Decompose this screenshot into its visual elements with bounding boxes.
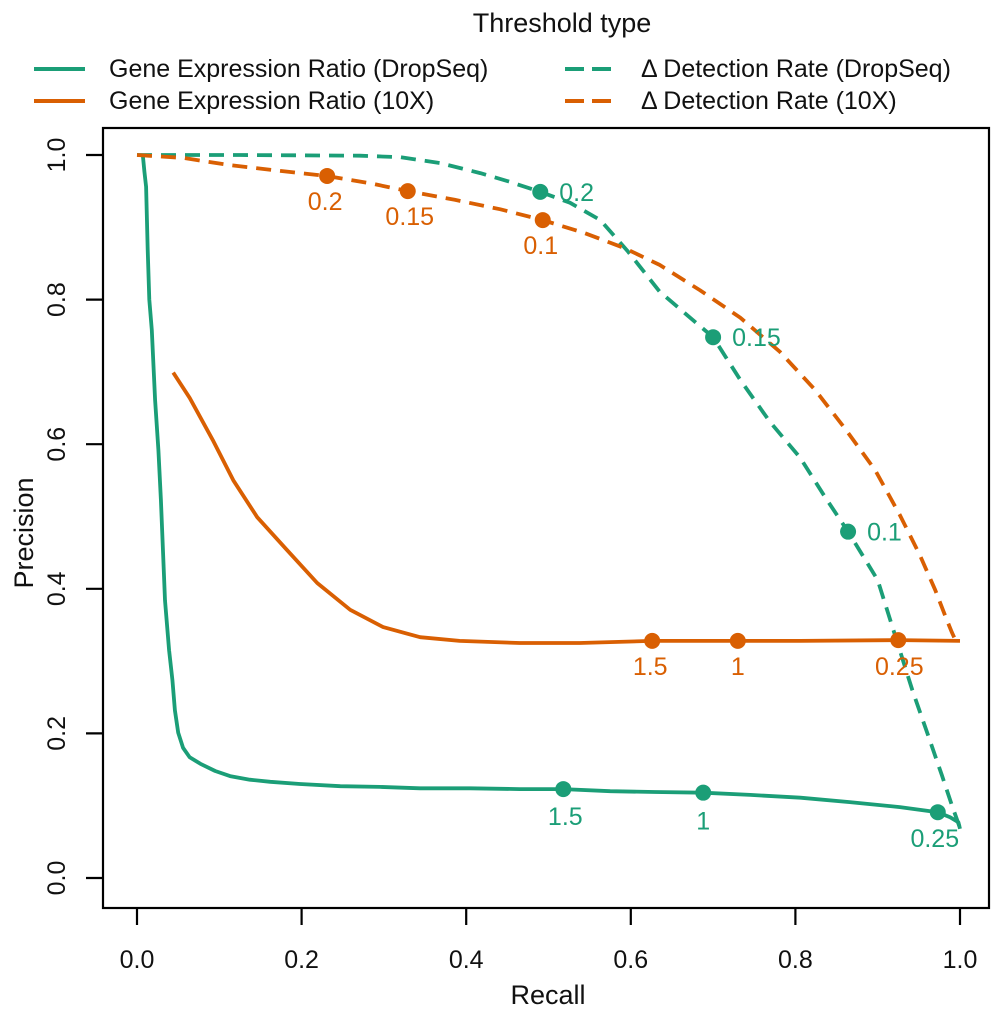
threshold-marker-label: 0.1 (523, 232, 558, 260)
series-curve-0 (140, 154, 962, 830)
x-axis-tick-label: 0.8 (778, 946, 813, 974)
legend-item-gene-expression-ratio-dropseq: Gene Expression Ratio (DropSeq) (33, 55, 488, 83)
threshold-marker-label: 0.2 (308, 188, 343, 216)
threshold-marker-3-0.2 (319, 167, 336, 184)
threshold-marker-label: 0.25 (875, 653, 924, 681)
y-axis-tick-label: 1.0 (43, 138, 71, 173)
y-axis-tick-label: 0.4 (43, 571, 71, 606)
line-swatch-dashed-orange-icon (565, 99, 618, 103)
line-swatch-dashed-teal-icon (565, 67, 618, 71)
threshold-marker-label: 0.15 (385, 203, 434, 231)
threshold-marker-2-0.2 (532, 183, 549, 200)
threshold-marker-2-0.1 (840, 523, 857, 540)
x-axis-title: Recall (510, 980, 585, 1010)
series-curve-1 (171, 371, 961, 645)
threshold-marker-0-1 (695, 784, 712, 801)
x-axis-tick-label: 0.0 (120, 946, 155, 974)
threshold-marker-1-1.5 (644, 632, 661, 649)
legend-item-delta-detection-rate-10x: Δ Detection Rate (10X) (565, 87, 897, 115)
y-axis-title: Precision (9, 477, 39, 588)
threshold-marker-label: 0.25 (910, 825, 959, 853)
threshold-marker-label: 1 (731, 653, 745, 681)
y-axis-tick-label: 0.0 (43, 861, 71, 896)
threshold-marker-label: 1 (696, 808, 710, 836)
threshold-marker-3-0.15 (399, 183, 416, 200)
legend-item-gene-expression-ratio-10x: Gene Expression Ratio (10X) (33, 87, 434, 115)
threshold-marker-3-0.1 (534, 212, 551, 229)
legend-label: Δ Detection Rate (10X) (641, 86, 897, 115)
threshold-marker-1-0.25 (890, 632, 907, 649)
legend-title: Threshold type (472, 8, 652, 38)
x-axis-tick-label: 1.0 (943, 946, 978, 974)
y-axis-tick-label: 0.2 (43, 716, 71, 751)
line-swatch-solid-teal-icon (34, 67, 85, 71)
threshold-marker-label: 0.1 (867, 519, 902, 547)
threshold-marker-1-1 (729, 632, 746, 649)
x-axis-tick-label: 0.4 (449, 946, 484, 974)
threshold-marker-0-1.5 (555, 781, 572, 798)
line-swatch-solid-orange-icon (34, 99, 85, 103)
threshold-marker-0-0.25 (929, 804, 946, 821)
x-axis-tick-label: 0.6 (613, 946, 648, 974)
threshold-marker-label: 0.2 (559, 179, 594, 207)
legend-label: Gene Expression Ratio (10X) (109, 86, 435, 115)
y-axis-tick-label: 0.8 (43, 282, 71, 317)
x-axis-tick-label: 0.2 (284, 946, 319, 974)
legend-item-delta-detection-rate-dropseq: Δ Detection Rate (DropSeq) (565, 55, 951, 83)
threshold-marker-label: 1.5 (548, 803, 583, 831)
threshold-marker-2-0.15 (705, 329, 722, 346)
y-axis-tick-label: 0.6 (43, 427, 71, 462)
plot-frame (101, 126, 991, 910)
legend-label: Gene Expression Ratio (DropSeq) (109, 54, 489, 83)
threshold-marker-label: 0.15 (732, 324, 781, 352)
threshold-marker-label: 1.5 (633, 653, 668, 681)
series-curve-3 (136, 153, 957, 641)
legend-label: Δ Detection Rate (DropSeq) (641, 54, 951, 83)
